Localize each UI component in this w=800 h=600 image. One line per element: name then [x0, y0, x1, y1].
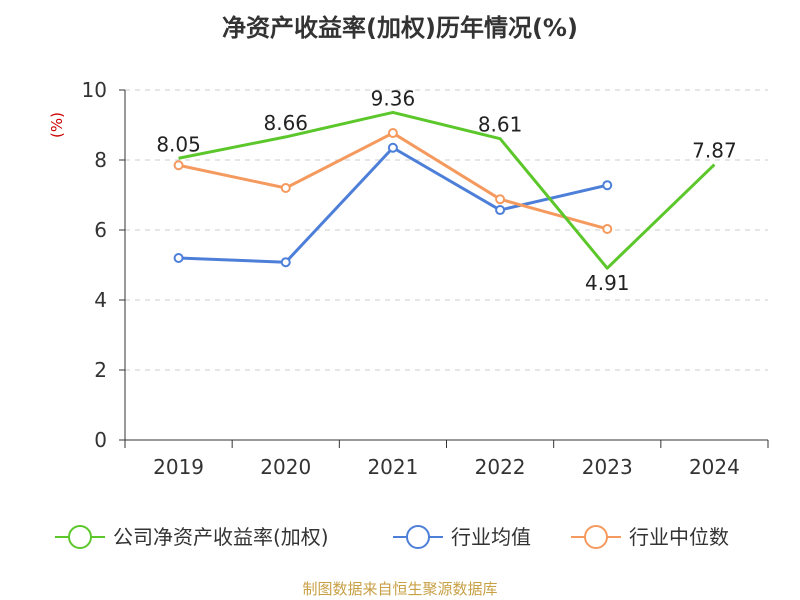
legend-label: 公司净资产收益率(加权) — [113, 525, 329, 549]
chart-title: 净资产收益率(加权)历年情况(%) — [222, 14, 578, 42]
source-note: 制图数据来自恒生聚源数据库 — [302, 580, 498, 598]
data-point — [173, 253, 184, 263]
data-point — [602, 180, 613, 191]
data-label: 8.66 — [263, 111, 308, 135]
y-axis-unit: (%) — [48, 112, 66, 138]
data-point — [495, 205, 506, 216]
data-point — [280, 257, 291, 268]
x-tick-label: 2024 — [689, 455, 740, 479]
data-point — [387, 142, 398, 153]
data-label: 7.87 — [692, 139, 737, 163]
data-label: 4.91 — [585, 271, 630, 295]
x-tick-label: 2019 — [153, 455, 204, 479]
y-tick-label: 2 — [94, 358, 107, 382]
data-point — [280, 183, 291, 193]
data-point — [387, 128, 398, 139]
legend-label: 行业均值 — [451, 525, 531, 549]
series-line — [178, 146, 608, 264]
legend-marker — [406, 525, 430, 549]
x-tick-label: 2022 — [475, 455, 526, 479]
x-tick-label: 2021 — [367, 455, 418, 479]
series-line — [178, 110, 716, 270]
data-point — [173, 160, 184, 171]
x-tick-label: 2023 — [582, 455, 633, 479]
legend-label: 行业中位数 — [629, 525, 729, 549]
legend-marker — [68, 525, 92, 549]
y-tick-label: 10 — [82, 78, 107, 102]
data-label: 9.36 — [371, 86, 416, 110]
legend-marker — [584, 525, 608, 549]
data-label: 8.61 — [478, 113, 523, 137]
data-point — [495, 194, 506, 205]
data-point — [602, 223, 613, 234]
data-label: 8.05 — [156, 132, 201, 156]
y-tick-label: 8 — [94, 148, 107, 172]
y-tick-label: 4 — [94, 288, 107, 312]
x-tick-label: 2020 — [260, 455, 311, 479]
y-tick-label: 6 — [94, 218, 107, 242]
y-tick-label: 0 — [94, 428, 107, 452]
